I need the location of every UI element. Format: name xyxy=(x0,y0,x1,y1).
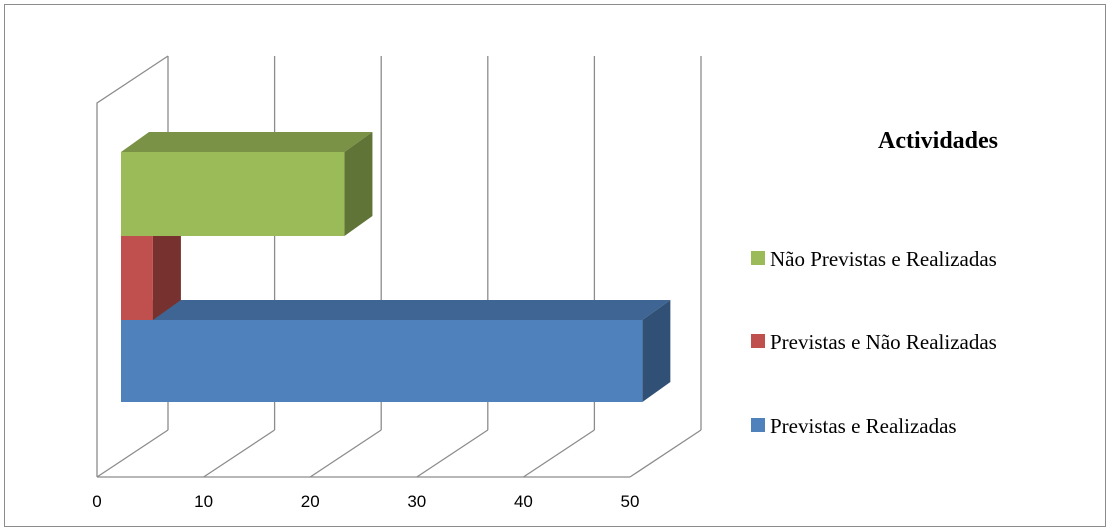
bar-side-face xyxy=(344,132,373,236)
floor-gridline xyxy=(523,429,595,478)
floor-gridline xyxy=(96,429,169,478)
floor-gridline xyxy=(203,429,275,478)
legend-label: Previstas e Realizadas xyxy=(770,414,957,438)
grid-layer xyxy=(96,55,702,478)
floor-gridline xyxy=(309,429,382,478)
legend-swatch xyxy=(751,251,765,265)
x-tick-label: 30 xyxy=(407,492,426,511)
bar-top-face xyxy=(121,300,671,320)
bar-side-face xyxy=(152,216,181,320)
chart-area xyxy=(4,4,1106,527)
x-tick-label: 50 xyxy=(621,492,640,511)
tick-labels: 0 10 20 30 40 50 xyxy=(92,492,639,511)
bar-front-face xyxy=(121,320,643,402)
floor-gridline xyxy=(629,429,702,478)
legend-swatch xyxy=(751,418,765,432)
x-tick-label: 10 xyxy=(194,492,213,511)
legend-swatch xyxy=(751,334,765,348)
left-wall xyxy=(96,55,169,477)
bar-side-face xyxy=(642,300,671,402)
floor-gridline xyxy=(416,429,489,478)
x-tick-label: 40 xyxy=(514,492,533,511)
legend-label: Não Previstas e Realizadas xyxy=(770,247,997,271)
bar-front-face xyxy=(121,152,345,236)
bars-layer xyxy=(121,132,671,402)
legend-label: Previstas e Não Realizadas xyxy=(770,330,997,354)
bar-3 xyxy=(121,132,373,236)
x-tick-label: 20 xyxy=(301,492,320,511)
bar-front-face xyxy=(121,236,153,320)
legend: Actividades Não Previstas e Realizadas Pr… xyxy=(751,128,998,438)
legend-title: Actividades xyxy=(878,128,998,154)
bar-1 xyxy=(121,300,671,402)
x-tick-label: 0 xyxy=(92,492,101,511)
bar-top-face xyxy=(121,132,373,152)
